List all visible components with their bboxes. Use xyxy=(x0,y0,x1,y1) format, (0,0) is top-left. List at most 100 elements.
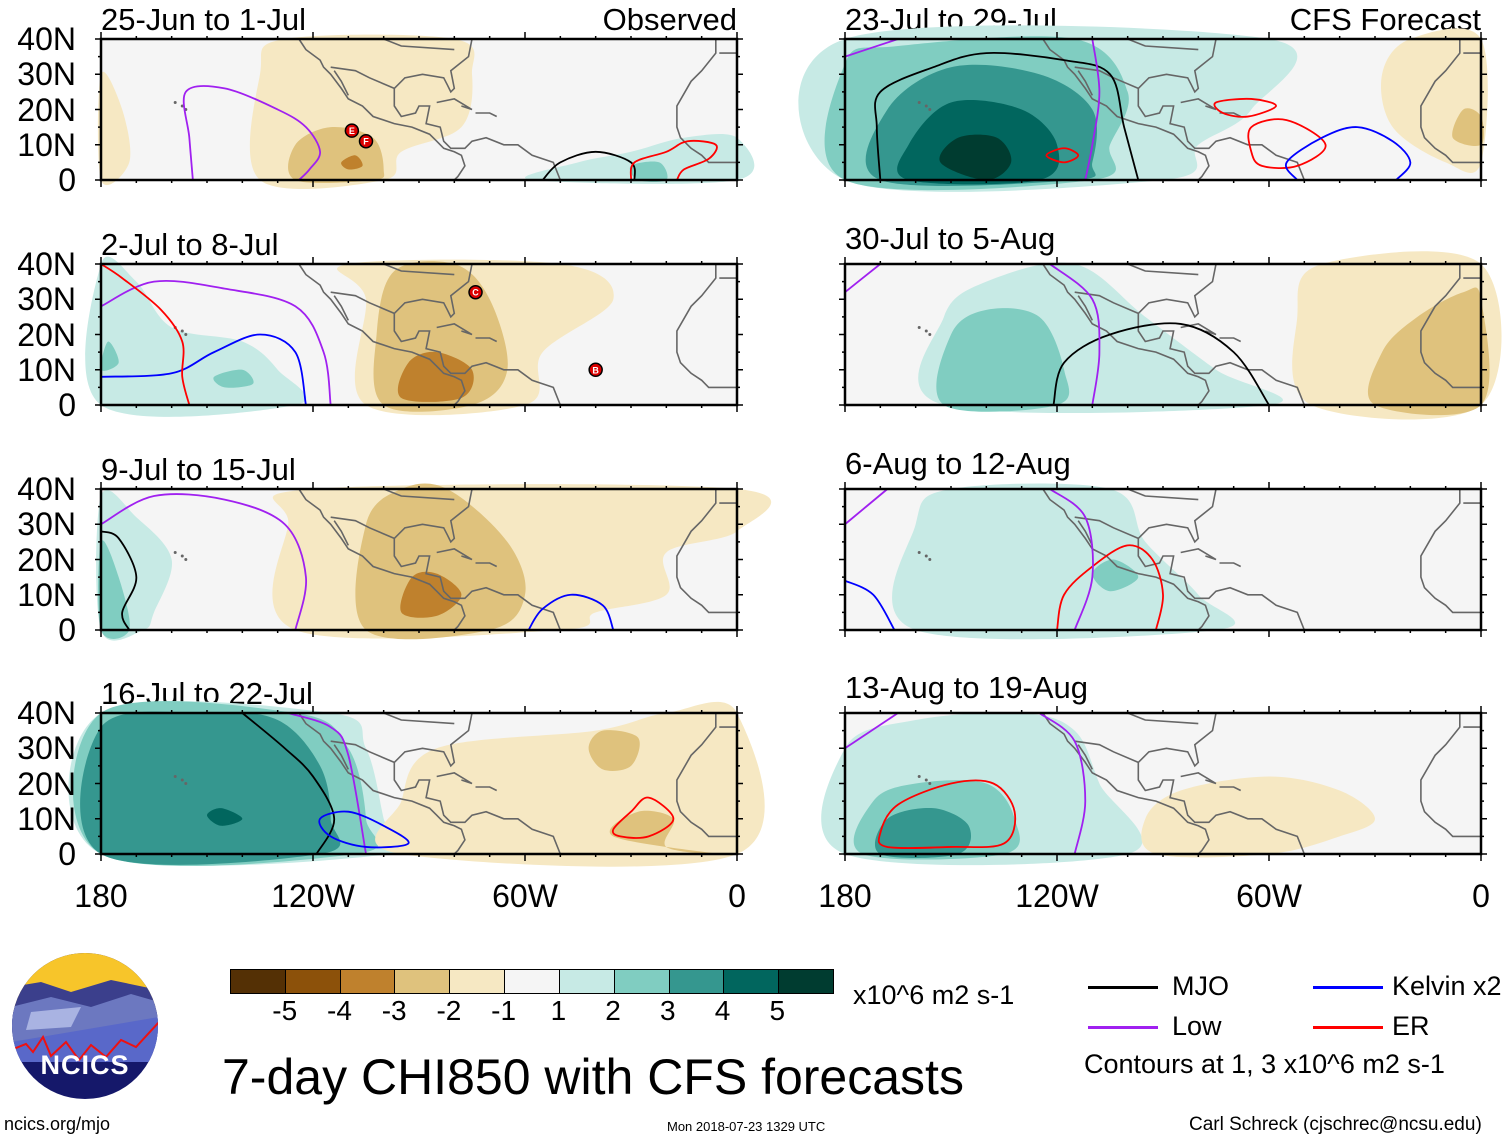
colorbar-swatch xyxy=(779,970,833,993)
er-contour xyxy=(629,139,718,181)
panel-period-title: 2-Jul to 8-Jul xyxy=(101,227,279,262)
hawaii-island xyxy=(928,782,932,785)
lat-tick-label: 40N xyxy=(17,246,76,282)
coastline xyxy=(333,744,350,770)
anomaly-shading-pos2 xyxy=(213,369,254,388)
map-svg: CB xyxy=(85,256,743,417)
coastline xyxy=(298,488,466,631)
lat-tick-label: 30N xyxy=(17,56,76,93)
anomaly-shading-neg1 xyxy=(1141,776,1375,858)
kelvin-contour xyxy=(318,810,410,849)
lon-tick-label: 0 xyxy=(728,878,746,914)
hawaii-island xyxy=(180,329,184,333)
er-contour xyxy=(100,263,191,406)
coastline xyxy=(1219,337,1242,343)
colorbar-swatch xyxy=(724,970,780,993)
coastline xyxy=(1042,488,1210,631)
colorbar-tick-label: 3 xyxy=(660,995,676,1026)
kelvin-contour xyxy=(100,333,307,406)
anomaly-shading-pos5 xyxy=(939,134,1012,180)
coastline xyxy=(1137,488,1306,631)
low-contour xyxy=(1038,712,1087,855)
map-svg xyxy=(839,251,1502,420)
er-contour xyxy=(1045,147,1080,164)
ncics-logo: NCICS xyxy=(11,952,159,1105)
coastline xyxy=(298,263,466,406)
lon-tick-label: 120W xyxy=(271,878,355,914)
coastline xyxy=(475,562,498,568)
coastline xyxy=(436,98,473,111)
colorbar-swatch xyxy=(669,970,725,993)
low-contour xyxy=(287,712,367,855)
er-contour xyxy=(877,779,1017,850)
legend-line-er xyxy=(1313,1026,1383,1029)
colorbar-swatch xyxy=(231,970,286,993)
panel-period-title: 25-Jun to 1-Jul xyxy=(101,2,307,37)
coastline xyxy=(1420,713,1481,838)
footer-url: ncics.org/mjo xyxy=(4,1114,111,1134)
coastline xyxy=(1420,39,1481,164)
colorbar-tick-label: -3 xyxy=(381,995,407,1026)
anomaly-shading-neg2 xyxy=(355,483,526,640)
coastline xyxy=(393,38,562,181)
hawaii-island xyxy=(924,329,928,333)
coastline xyxy=(1219,562,1242,568)
hawaii-island xyxy=(173,774,177,778)
hawaii-island xyxy=(180,778,184,782)
coastline xyxy=(475,112,498,118)
colorbar-tick-label: 4 xyxy=(714,995,731,1026)
hawaii-island xyxy=(928,108,932,111)
anomaly-shading-pos1 xyxy=(892,483,1236,640)
lat-tick-label: 0 xyxy=(58,612,76,648)
coastline xyxy=(393,263,562,406)
map-panel xyxy=(839,251,1502,420)
colorbar-swatch xyxy=(285,970,341,993)
legend-label: ER xyxy=(1392,1011,1430,1041)
storm-letter: B xyxy=(592,365,599,375)
coastline xyxy=(1077,70,1094,96)
er-contour xyxy=(1247,118,1327,170)
coastline xyxy=(475,786,498,792)
hawaii-island xyxy=(184,558,188,561)
lon-tick-label: 120W xyxy=(1015,878,1099,914)
colorbar-tick-label: -5 xyxy=(272,995,298,1026)
lon-tick-label: 0 xyxy=(1472,878,1490,914)
coastline xyxy=(436,772,473,785)
lon-tick-label: 180 xyxy=(74,878,128,914)
coastline xyxy=(298,38,466,181)
coastline xyxy=(330,740,395,764)
panel-period-title: 30-Jul to 5-Aug xyxy=(845,221,1056,256)
er-contour xyxy=(1213,97,1277,118)
coastline xyxy=(1137,263,1306,406)
storm-letter: E xyxy=(349,126,355,136)
figure-title: 7-day CHI850 with CFS forecasts xyxy=(222,1049,964,1105)
hawaii-island xyxy=(180,554,184,558)
storm-letter: C xyxy=(472,288,479,298)
map-panel xyxy=(798,25,1488,192)
kelvin-contour xyxy=(1284,126,1412,181)
mjo-contour xyxy=(542,150,636,181)
coastline xyxy=(1137,38,1306,181)
hawaii-island xyxy=(184,782,188,785)
colorbar-swatch xyxy=(340,970,396,993)
colorbar-tick-label: 1 xyxy=(550,995,567,1026)
tropical-cyclone-icon: C xyxy=(468,284,483,300)
panel-source-label: Observed xyxy=(602,2,737,37)
coastline xyxy=(1074,66,1139,90)
lat-tick-label: 0 xyxy=(58,162,76,198)
lat-tick-label: 40N xyxy=(17,21,76,57)
lat-tick-label: 10N xyxy=(17,800,76,837)
legend-line-kelvin xyxy=(1313,986,1383,989)
mjo-contour xyxy=(1052,322,1270,406)
hawaii-island xyxy=(184,333,188,336)
coastline xyxy=(330,66,395,90)
tropical-cyclone-icon: B xyxy=(588,362,603,377)
legend-label: Kelvin x2 xyxy=(1392,971,1502,1001)
coastline xyxy=(1420,264,1481,389)
low-contour xyxy=(1049,263,1101,406)
map-svg xyxy=(798,25,1488,192)
anomaly-shading-neg3 xyxy=(400,571,462,618)
tropical-cyclone-icon: F xyxy=(358,133,374,149)
hawaii-island xyxy=(173,100,177,104)
